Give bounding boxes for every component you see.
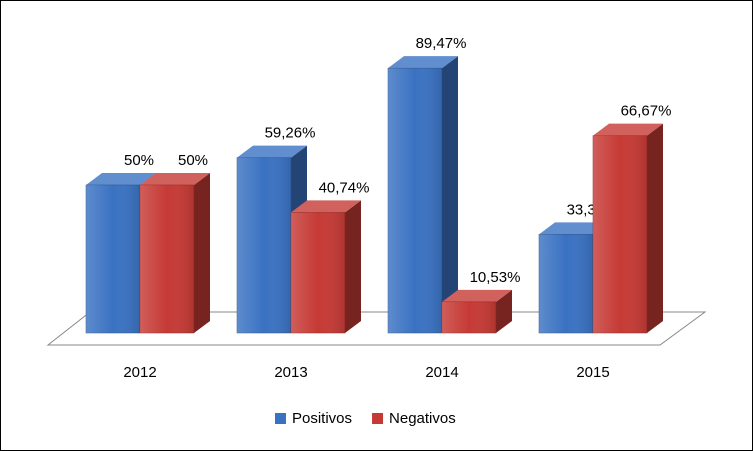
- bar-side: [647, 123, 663, 333]
- value-label: 59,26%: [265, 125, 316, 142]
- x-tick-label: 2013: [274, 364, 307, 381]
- legend-marker: [372, 413, 384, 424]
- bar-side: [345, 200, 361, 333]
- bar-gloss: [237, 157, 291, 333]
- bar-top: [86, 173, 156, 185]
- bar-gloss: [442, 301, 496, 333]
- value-label: 50%: [178, 152, 208, 169]
- x-tick-label: 2012: [123, 364, 156, 381]
- legend-marker: [275, 413, 286, 424]
- value-label: 66,67%: [621, 103, 672, 120]
- bar-gloss: [86, 185, 140, 333]
- value-label: 89,47%: [416, 35, 467, 52]
- bar-gloss: [539, 234, 593, 333]
- bar-side: [194, 173, 210, 333]
- bar-side: [496, 289, 512, 333]
- bar-top: [593, 123, 663, 136]
- legend-label: Negativos: [389, 410, 456, 427]
- bar-top: [291, 200, 361, 213]
- x-tick-label: 2015: [576, 364, 609, 381]
- value-label: 10,53%: [470, 269, 521, 286]
- bar-gloss: [140, 185, 194, 333]
- bar-top: [388, 56, 458, 69]
- bar-gloss: [388, 68, 442, 334]
- bar-gloss: [291, 212, 345, 333]
- legend-label: Positivos: [292, 410, 352, 427]
- value-label: 40,74%: [319, 179, 370, 196]
- bar-side: [442, 56, 458, 334]
- bar-top: [539, 222, 609, 235]
- bar-gloss: [593, 135, 647, 333]
- bar-top: [237, 145, 307, 158]
- value-label: 50%: [124, 152, 154, 169]
- x-tick-label: 2014: [425, 364, 458, 381]
- bar-top: [140, 173, 210, 185]
- bar-top: [442, 289, 512, 302]
